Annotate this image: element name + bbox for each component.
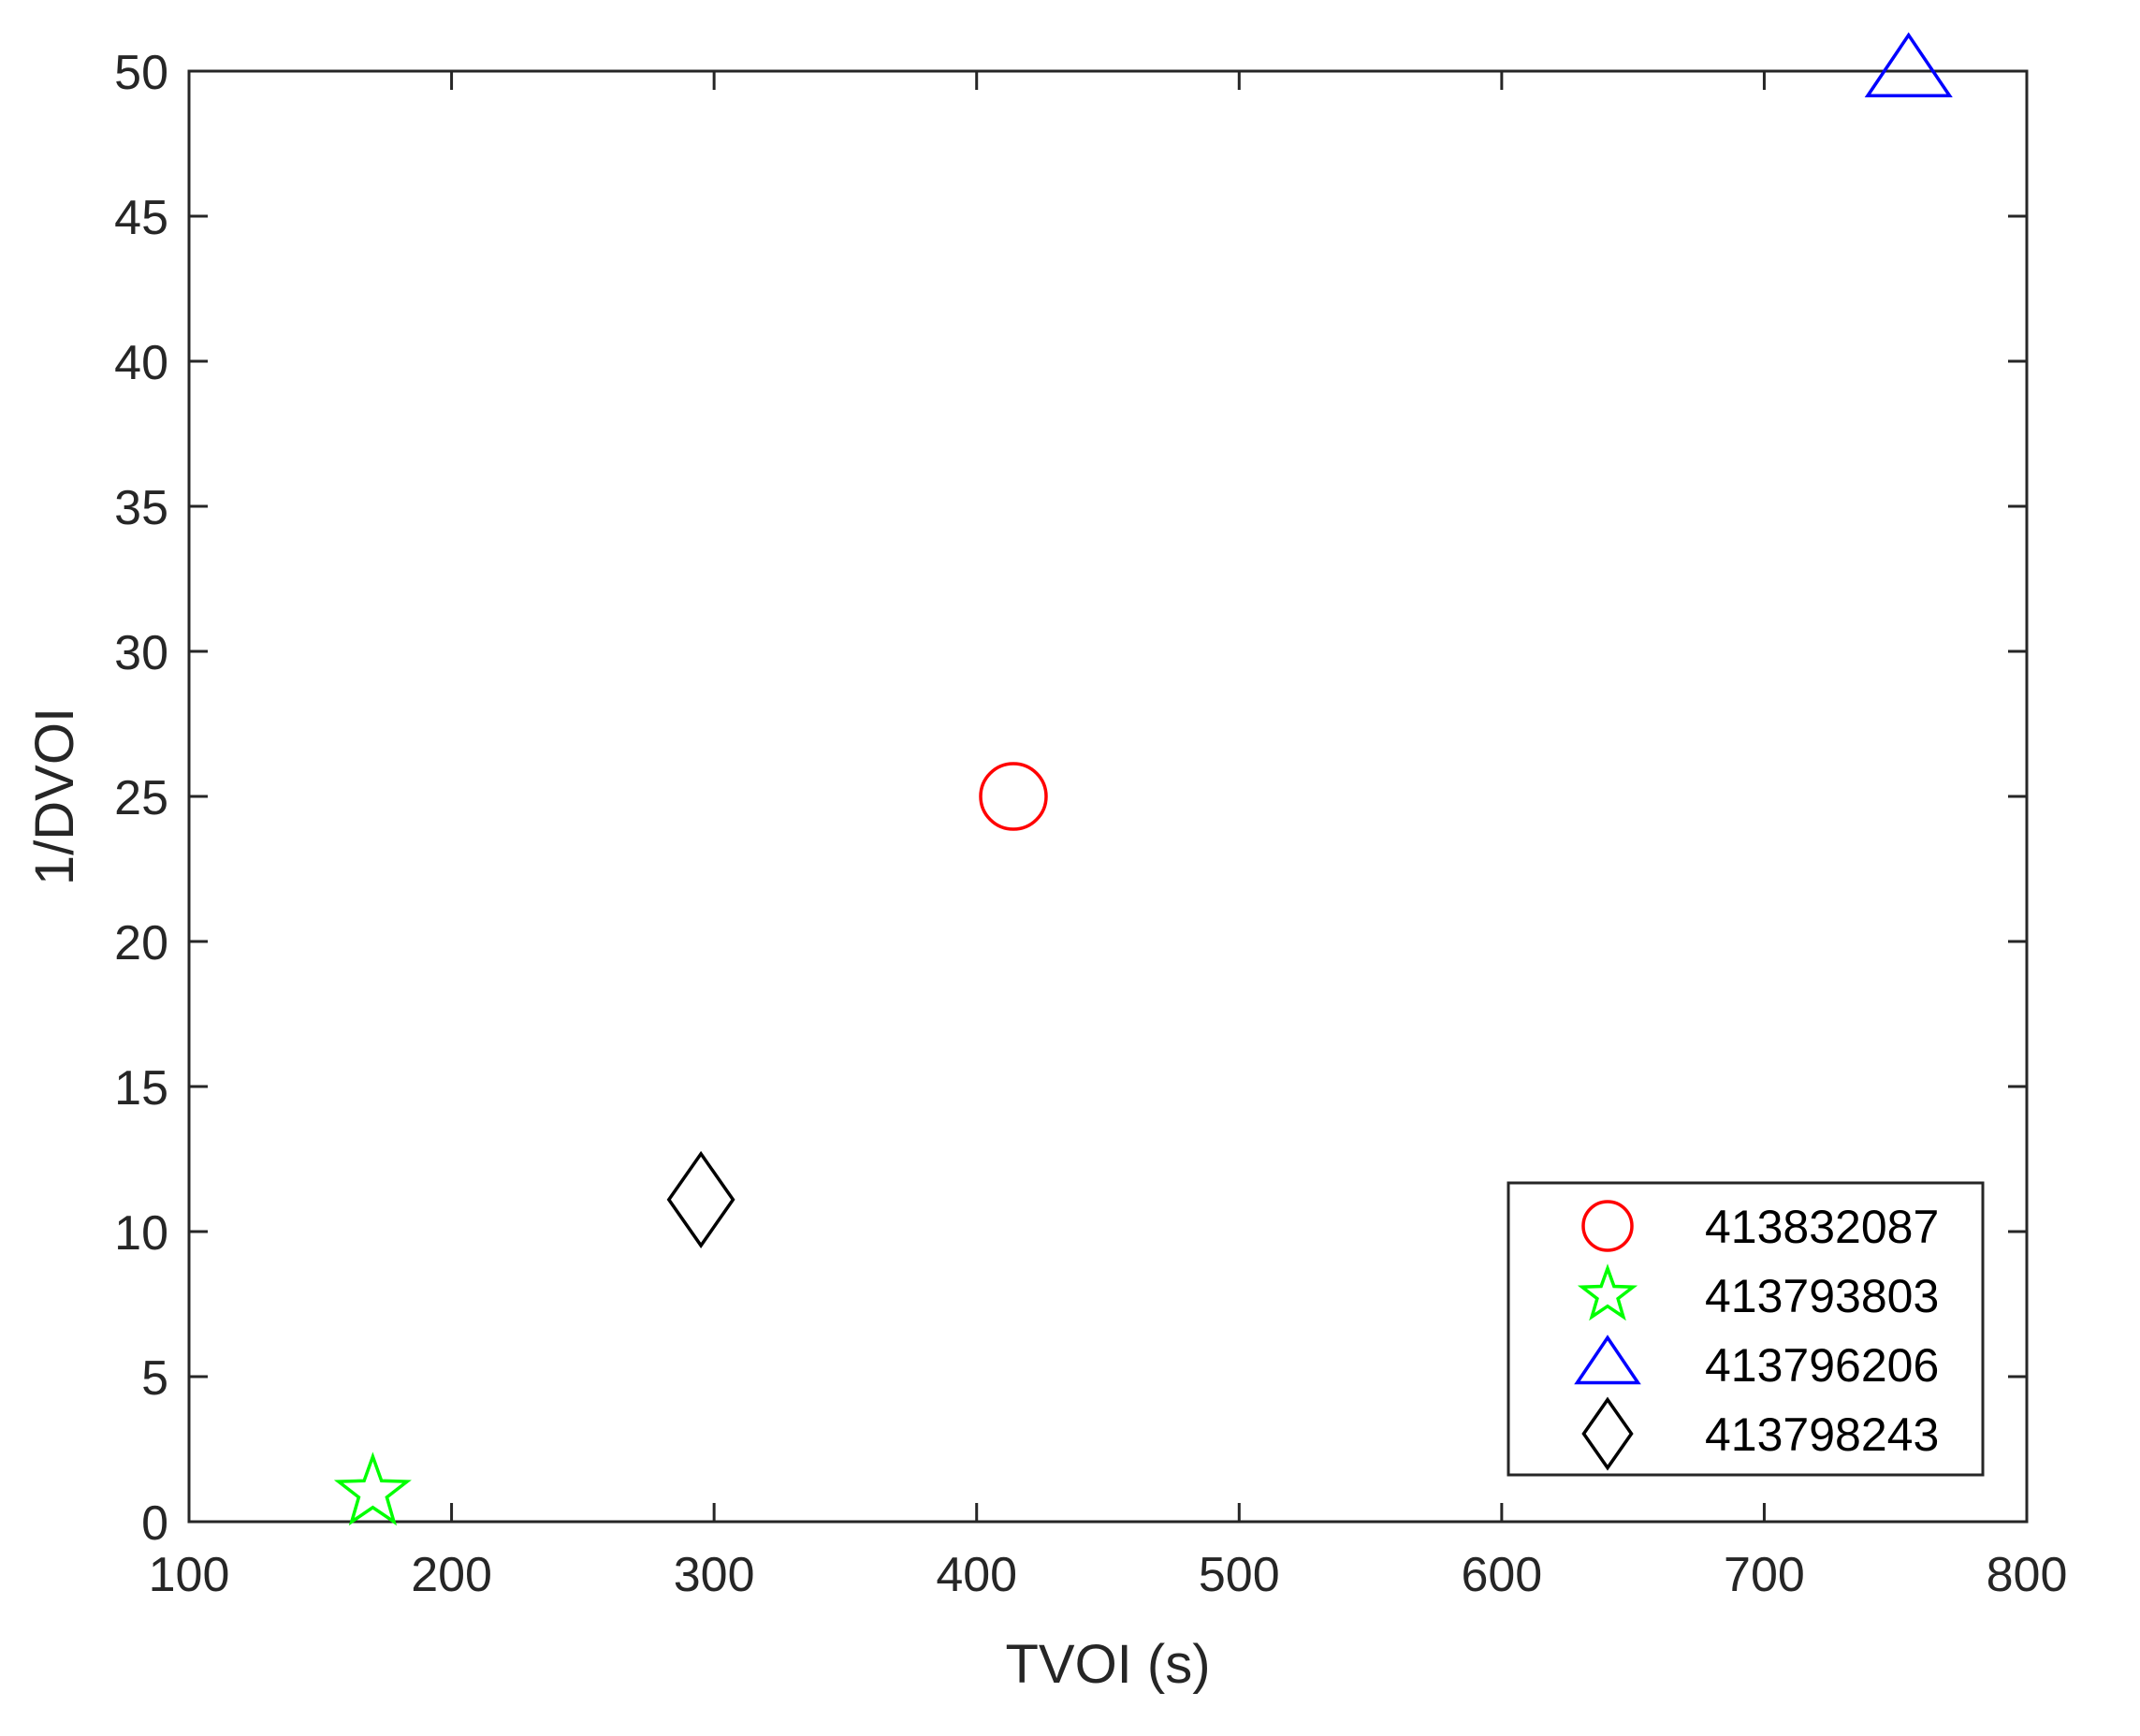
y-tick-label: 35 — [114, 481, 168, 535]
data-point-circle-marker — [979, 762, 1048, 831]
legend-label: 413798243 — [1705, 1408, 1939, 1461]
x-tick-label: 600 — [1461, 1548, 1542, 1602]
legend-star-icon — [1577, 1263, 1638, 1321]
data-point-star-marker — [333, 1452, 412, 1526]
y-tick-label: 25 — [114, 771, 168, 825]
data-points — [333, 32, 1953, 1526]
y-tick-label: 30 — [114, 626, 168, 680]
y-axis-title: 1/DVOI — [24, 708, 85, 885]
x-tick-label: 400 — [936, 1548, 1017, 1602]
y-tick-label: 50 — [114, 46, 168, 100]
legend-label: 413796206 — [1705, 1339, 1939, 1392]
y-tick-label: 15 — [114, 1061, 168, 1116]
y-tick-label: 10 — [114, 1206, 168, 1261]
x-tick-label: 500 — [1199, 1548, 1280, 1602]
legend-triangle-icon — [1574, 1335, 1641, 1385]
x-tick-label: 300 — [674, 1548, 755, 1602]
legend: 413832087 413793803 413796206 413798243 — [1507, 1181, 1985, 1477]
axis-ticks — [187, 69, 2029, 1524]
legend-diamond-icon — [1581, 1396, 1634, 1471]
data-point-triangle-marker — [1864, 32, 1953, 98]
x-tick-label: 800 — [1987, 1548, 2068, 1602]
data-point-diamond-marker — [666, 1150, 735, 1248]
x-tick-label: 200 — [411, 1548, 492, 1602]
legend-label: 413793803 — [1705, 1270, 1939, 1322]
y-tick-label: 40 — [114, 336, 168, 390]
legend-entries: 413832087 413793803 413796206 413798243 — [1574, 1200, 1939, 1471]
legend-label: 413832087 — [1705, 1201, 1939, 1253]
axis-tick-labels: 100 200 300 400 500 600 700 800 0 5 10 15 20 25 30 35 40… — [114, 46, 2067, 1602]
y-tick-label: 20 — [114, 916, 168, 970]
y-tick-label: 45 — [114, 191, 168, 245]
x-axis-title: TVOI (s) — [1005, 1634, 1210, 1695]
y-tick-label: 5 — [141, 1351, 168, 1406]
x-tick-label: 700 — [1724, 1548, 1805, 1602]
legend-circle-icon — [1581, 1200, 1634, 1252]
y-tick-label: 0 — [141, 1496, 168, 1551]
x-tick-label: 100 — [149, 1548, 230, 1602]
